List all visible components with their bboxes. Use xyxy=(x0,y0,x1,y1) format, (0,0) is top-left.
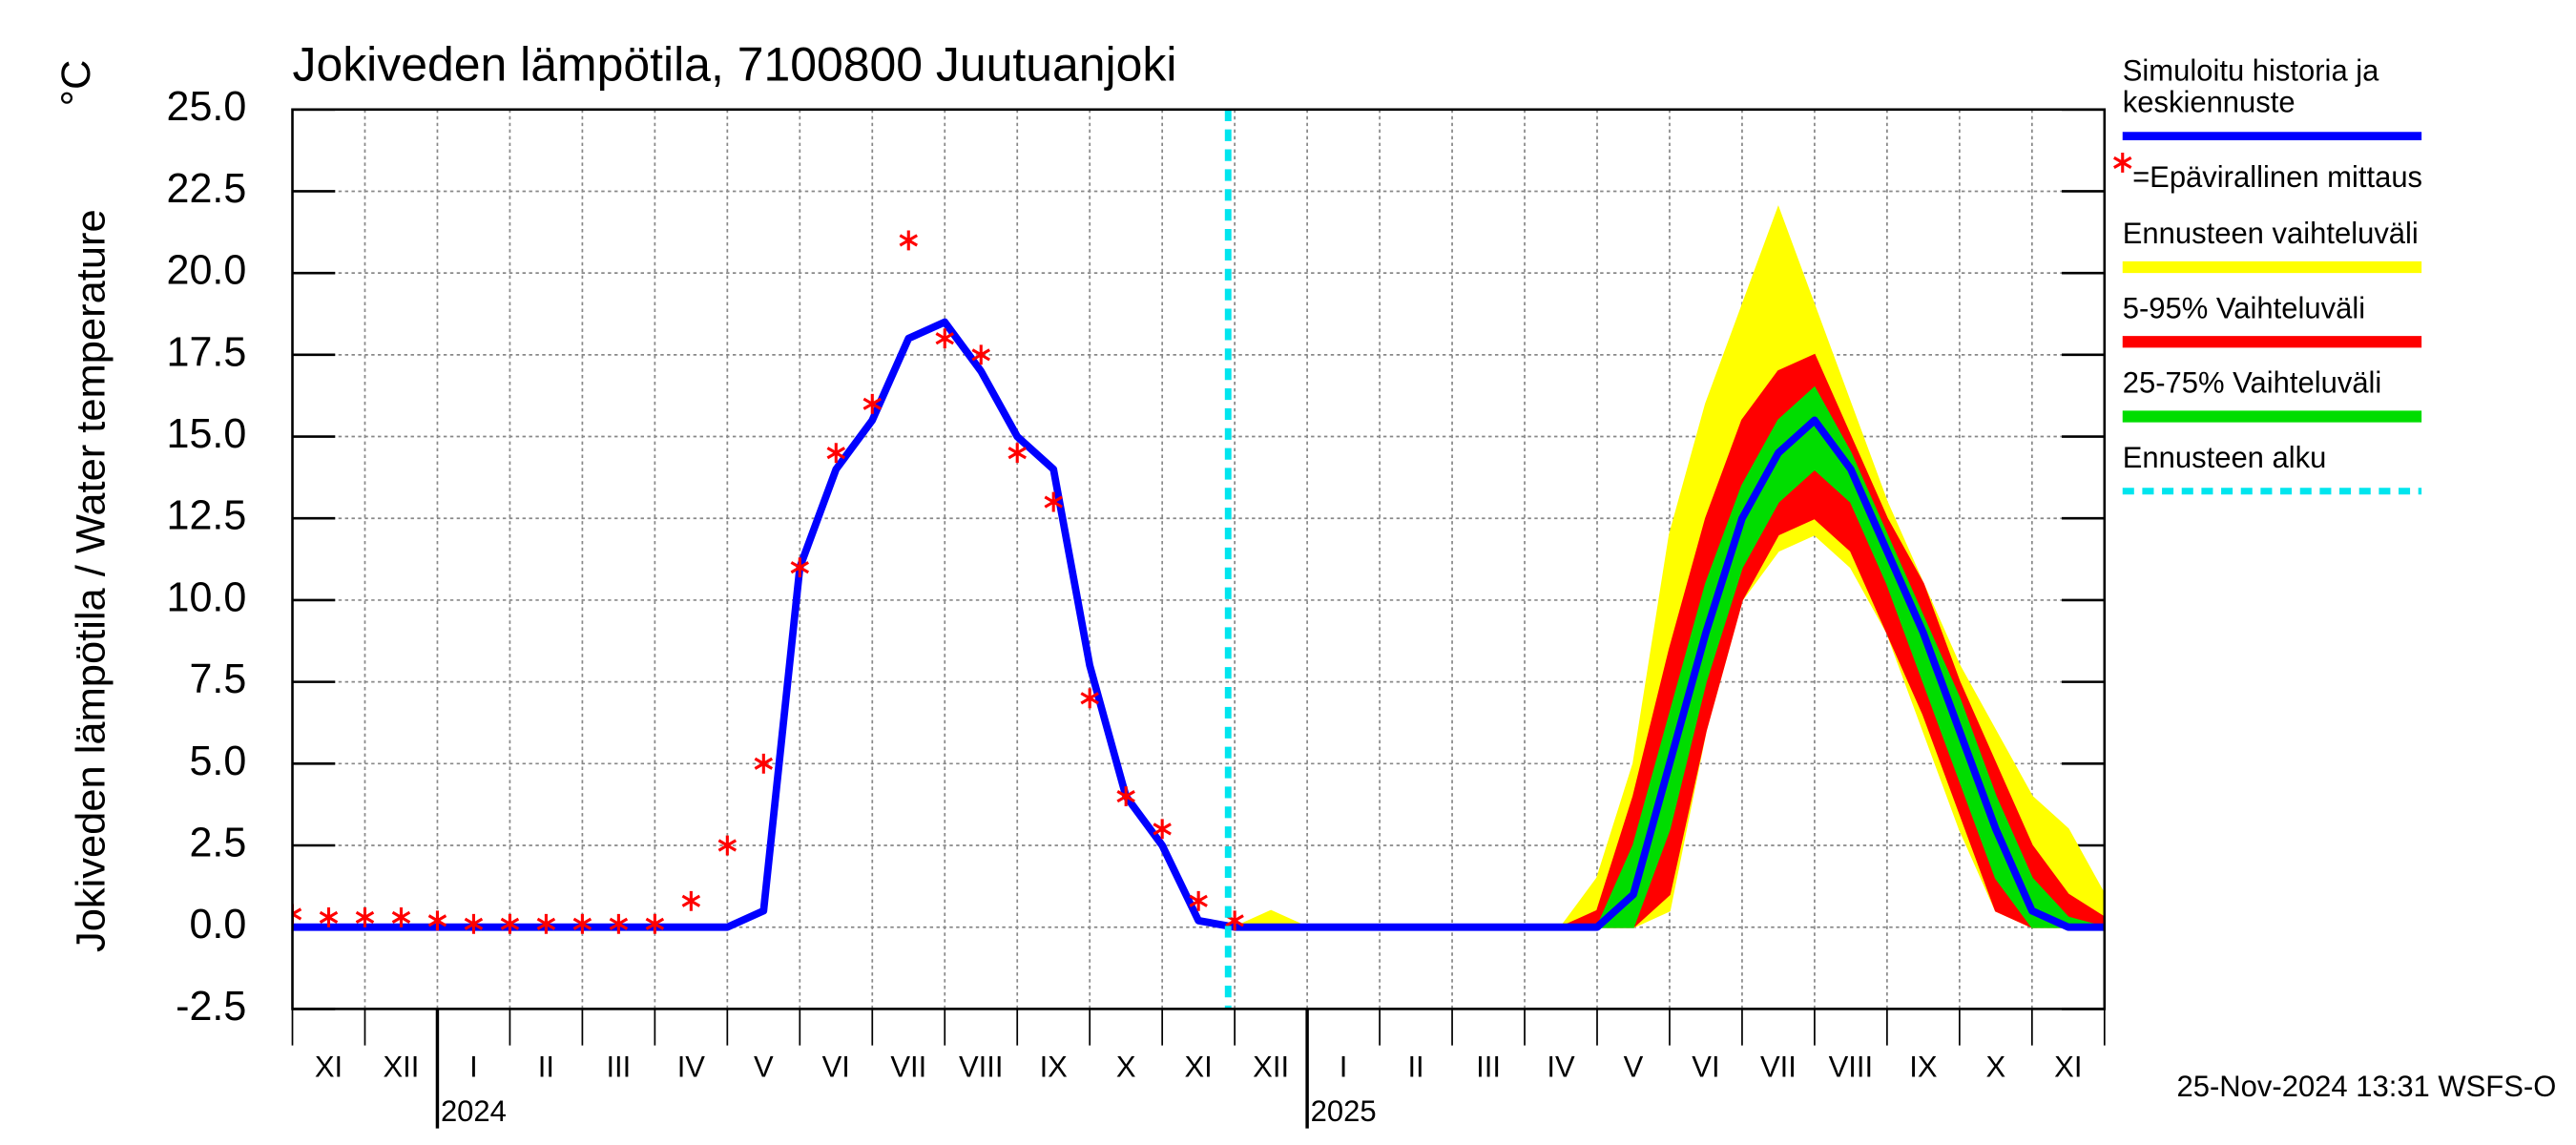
y-tick-label: -2.5 xyxy=(176,984,246,1030)
y-tick-label: 20.0 xyxy=(167,247,247,293)
y-axis-label: Jokiveden lämpötila / Water temperature xyxy=(69,209,114,952)
measurement-marker xyxy=(355,906,375,927)
measurement-marker xyxy=(935,328,954,349)
x-tick-label: III xyxy=(606,1050,631,1083)
measurement-marker xyxy=(1044,491,1063,512)
measurement-marker xyxy=(464,913,484,934)
legend-marker xyxy=(2113,153,2132,173)
x-tick-label: XII xyxy=(384,1050,420,1083)
measurement-marker xyxy=(862,393,883,414)
measurement-marker xyxy=(1008,443,1027,464)
x-tick-label: VI xyxy=(1692,1050,1719,1083)
measurement-marker xyxy=(681,890,701,911)
plot-frame xyxy=(291,108,2107,1010)
x-tick-label: X xyxy=(1986,1050,2006,1083)
measurement-marker xyxy=(536,913,556,934)
measurement-marker xyxy=(645,913,665,934)
legend-label: Ennusteen vaihteluväli xyxy=(2123,217,2419,250)
legend-label-line: Simuloitu historia ja xyxy=(2123,54,2379,88)
x-tick-label: IX xyxy=(1909,1050,1938,1083)
measurement-marker xyxy=(1116,786,1135,807)
x-tick-label: XI xyxy=(1185,1050,1213,1083)
legend-label: 25-75% Vaihteluväli xyxy=(2123,366,2382,400)
x-tick-label: XI xyxy=(2054,1050,2082,1083)
x-tick-label: I xyxy=(1340,1050,1348,1083)
legend-label: 5-95% Vaihteluväli xyxy=(2123,291,2365,324)
measurement-marker xyxy=(754,753,774,774)
measurement-marker xyxy=(1153,819,1172,840)
x-tick-label: V xyxy=(754,1050,774,1083)
y-tick-label: 0.0 xyxy=(189,902,246,947)
x-tick-label: IV xyxy=(677,1050,706,1083)
x-tick-label: IV xyxy=(1547,1050,1575,1083)
y-tick-label: 17.5 xyxy=(167,329,247,375)
x-tick-label: XII xyxy=(1253,1050,1289,1083)
x-tick-label: VI xyxy=(822,1050,850,1083)
y-tick-label: 25.0 xyxy=(167,84,247,130)
measurement-marker xyxy=(427,910,447,931)
y-tick-label: 15.0 xyxy=(167,411,247,457)
legend-label: Ennusteen alku xyxy=(2123,441,2327,474)
x-tick-label: VIII xyxy=(1829,1050,1874,1083)
measurement-marker xyxy=(292,904,302,925)
y-tick-label: 12.5 xyxy=(167,493,247,539)
y-tick-label: 5.0 xyxy=(189,739,246,784)
legend-label: Simuloitu historia ja keskiennuste xyxy=(2123,54,2379,119)
legend-label-line: keskiennuste xyxy=(2123,86,2296,119)
year-label: 2025 xyxy=(1311,1094,1377,1128)
measurement-marker xyxy=(971,344,990,365)
y-tick-label: 2.5 xyxy=(189,820,246,865)
measurement-marker xyxy=(1189,890,1208,911)
measurement-marker xyxy=(1080,688,1099,709)
measurement-marker xyxy=(826,443,846,464)
x-tick-label: VIII xyxy=(959,1050,1004,1083)
x-tick-label: V xyxy=(1624,1050,1644,1083)
x-tick-label: VII xyxy=(1760,1050,1797,1083)
x-tick-label: III xyxy=(1476,1050,1501,1083)
x-tick-label: II xyxy=(538,1050,554,1083)
x-tick-label: IX xyxy=(1040,1050,1069,1083)
measurement-marker xyxy=(391,906,411,927)
series-line xyxy=(292,318,2105,931)
legend-label: =Epävirallinen mittaus xyxy=(2132,160,2422,194)
x-tick-label: I xyxy=(469,1050,478,1083)
y-tick-label: 10.0 xyxy=(167,574,247,620)
footer: 25-Nov-2024 13:31 WSFS-O xyxy=(2177,1070,2557,1103)
x-tick-label: II xyxy=(1407,1050,1423,1083)
y-tick-label: 7.5 xyxy=(189,656,246,702)
y-axis-unit: °C xyxy=(53,60,99,107)
measurement-marker xyxy=(717,835,737,856)
measurement-marker xyxy=(899,230,918,251)
measurement-marker xyxy=(572,913,592,934)
x-tick-label: XI xyxy=(315,1050,343,1083)
measurement-marker xyxy=(609,913,629,934)
measurement-marker xyxy=(500,913,520,934)
x-tick-label: X xyxy=(1116,1050,1136,1083)
measurement-marker xyxy=(790,557,810,578)
year-label: 2024 xyxy=(441,1094,507,1128)
y-tick-label: 22.5 xyxy=(167,166,247,212)
plot-area xyxy=(292,205,2105,934)
measurement-marker xyxy=(319,906,339,927)
x-tick-label: VII xyxy=(890,1050,926,1083)
chart-title: Jokiveden lämpötila, 7100800 Juutuanjoki xyxy=(293,37,1177,91)
